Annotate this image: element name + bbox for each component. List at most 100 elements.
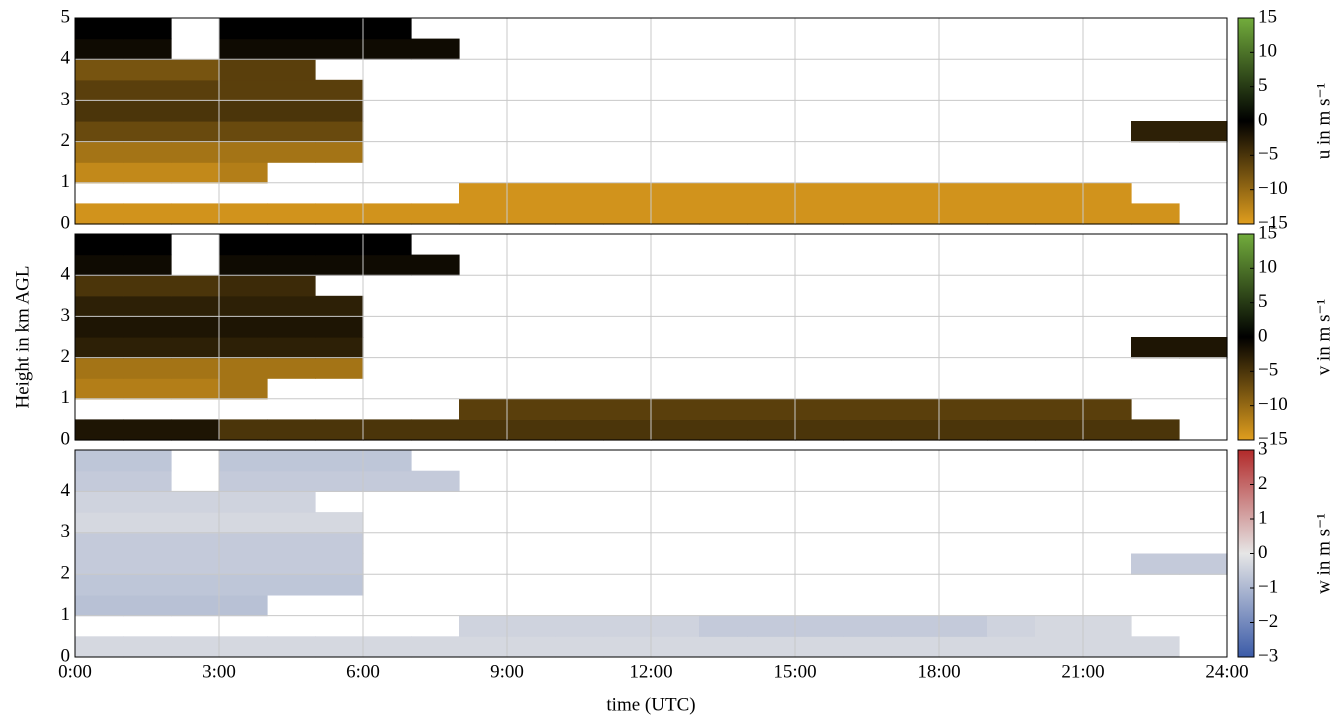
heatmap-cell	[171, 337, 220, 359]
heatmap-cell	[75, 378, 124, 400]
heatmap-cell	[267, 450, 316, 472]
heatmap-cell	[123, 470, 172, 492]
heatmap-cell	[891, 636, 940, 658]
heatmap-cell	[171, 378, 220, 400]
heatmap-cell	[315, 18, 364, 40]
colorbar-tick-label: 2	[1258, 473, 1268, 494]
heatmap-cell	[507, 419, 556, 441]
heatmap-cell	[747, 182, 796, 204]
heatmap-cell	[267, 337, 316, 359]
heatmap-cell	[171, 141, 220, 163]
heatmap-cell	[891, 398, 940, 420]
heatmap-cell	[267, 203, 316, 225]
heatmap-cell	[507, 203, 556, 225]
heatmap-cell	[171, 316, 220, 338]
heatmap-cell	[1131, 337, 1180, 359]
heatmap-cell	[75, 491, 124, 513]
heatmap-cell	[123, 38, 172, 60]
heatmap-cell	[939, 182, 988, 204]
heatmap-cell	[267, 316, 316, 338]
y-tick-label: 3	[61, 89, 71, 110]
colorbar-label: v in m s⁻¹	[1313, 298, 1334, 375]
heatmap-cell	[651, 636, 700, 658]
heatmap-cell	[459, 182, 508, 204]
heatmap-cell	[1179, 553, 1228, 575]
heatmap-cell	[75, 594, 124, 617]
heatmap-cell	[267, 100, 316, 122]
heatmap-cell	[603, 419, 652, 441]
plot-frame	[74, 17, 1228, 225]
heatmap-cell	[75, 121, 124, 143]
heatmap-cell	[267, 636, 316, 658]
heatmap-cell	[123, 295, 172, 317]
heatmap-cell	[843, 182, 892, 204]
heatmap-cell	[507, 398, 556, 420]
heatmap-cell	[459, 203, 508, 225]
colorbar-label: u in m s⁻¹	[1313, 82, 1334, 159]
heatmap-cell	[123, 254, 172, 276]
heatmap-cell	[363, 18, 412, 40]
heatmap-cell	[219, 295, 268, 317]
heatmap-cell	[123, 378, 172, 400]
heatmap-cell	[363, 419, 412, 441]
heatmap-cell	[1035, 636, 1084, 658]
heatmap-cell	[315, 337, 364, 359]
heatmap-cell	[363, 636, 412, 658]
heatmap-cell	[123, 491, 172, 513]
heatmap-cell	[843, 615, 892, 637]
plot-frame	[74, 233, 1228, 441]
heatmap-cell	[267, 275, 316, 297]
heatmap-cell	[1035, 182, 1084, 204]
heatmap-cell	[459, 419, 508, 441]
colorbar-tick-label: −10	[1258, 394, 1288, 415]
heatmap-cell	[1035, 615, 1084, 637]
heatmap-cell	[747, 419, 796, 441]
colorbar-tick-label: −15	[1258, 212, 1288, 233]
heatmap-cell	[75, 450, 124, 472]
heatmap-cell	[123, 121, 172, 143]
heatmap-cell	[267, 491, 316, 513]
heatmap-cell	[747, 398, 796, 420]
heatmap-cell	[1131, 553, 1180, 575]
heatmap-cell	[603, 636, 652, 658]
heatmap-cell	[1035, 419, 1084, 441]
heatmap-cell	[1035, 398, 1084, 420]
heatmap-cell	[171, 295, 220, 317]
heatmap-cell	[459, 398, 508, 420]
heatmap-cell	[795, 398, 844, 420]
heatmap-cell	[843, 636, 892, 658]
heatmap-cell	[123, 636, 172, 658]
heatmap-cell	[219, 491, 268, 513]
heatmap-cell	[267, 470, 316, 492]
heatmap-cell	[123, 162, 172, 184]
heatmap-cell	[75, 357, 124, 379]
heatmap-cell	[1131, 419, 1180, 441]
colorbar-tick-label: −5	[1258, 144, 1278, 165]
heatmap-cell	[267, 357, 316, 379]
heatmap-cell	[171, 357, 220, 379]
heatmap-cell	[171, 162, 220, 184]
heatmap-cell	[267, 234, 316, 256]
heatmap-cell	[219, 450, 268, 472]
heatmap-cell	[1179, 337, 1228, 359]
heatmap-cell	[603, 203, 652, 225]
colorbar-tick-label: −10	[1258, 178, 1288, 199]
heatmap-cell	[219, 337, 268, 359]
heatmap-cell	[555, 398, 604, 420]
heatmap-cell	[507, 615, 556, 637]
heatmap-cell	[123, 18, 172, 40]
heatmap-cell	[555, 615, 604, 637]
colorbar-tick-label: 10	[1258, 257, 1277, 278]
heatmap-cell	[1083, 203, 1132, 225]
heatmap-cell	[651, 398, 700, 420]
heatmap-cell	[939, 419, 988, 441]
heatmap-cell	[315, 450, 364, 472]
heatmap-cell	[747, 203, 796, 225]
heatmap-cell	[123, 100, 172, 122]
heatmap-cell	[123, 316, 172, 338]
heatmap-cell	[267, 141, 316, 163]
heatmap-cell	[1131, 636, 1180, 658]
x-tick-label: 6:00	[346, 661, 380, 682]
heatmap-cell	[75, 512, 124, 534]
